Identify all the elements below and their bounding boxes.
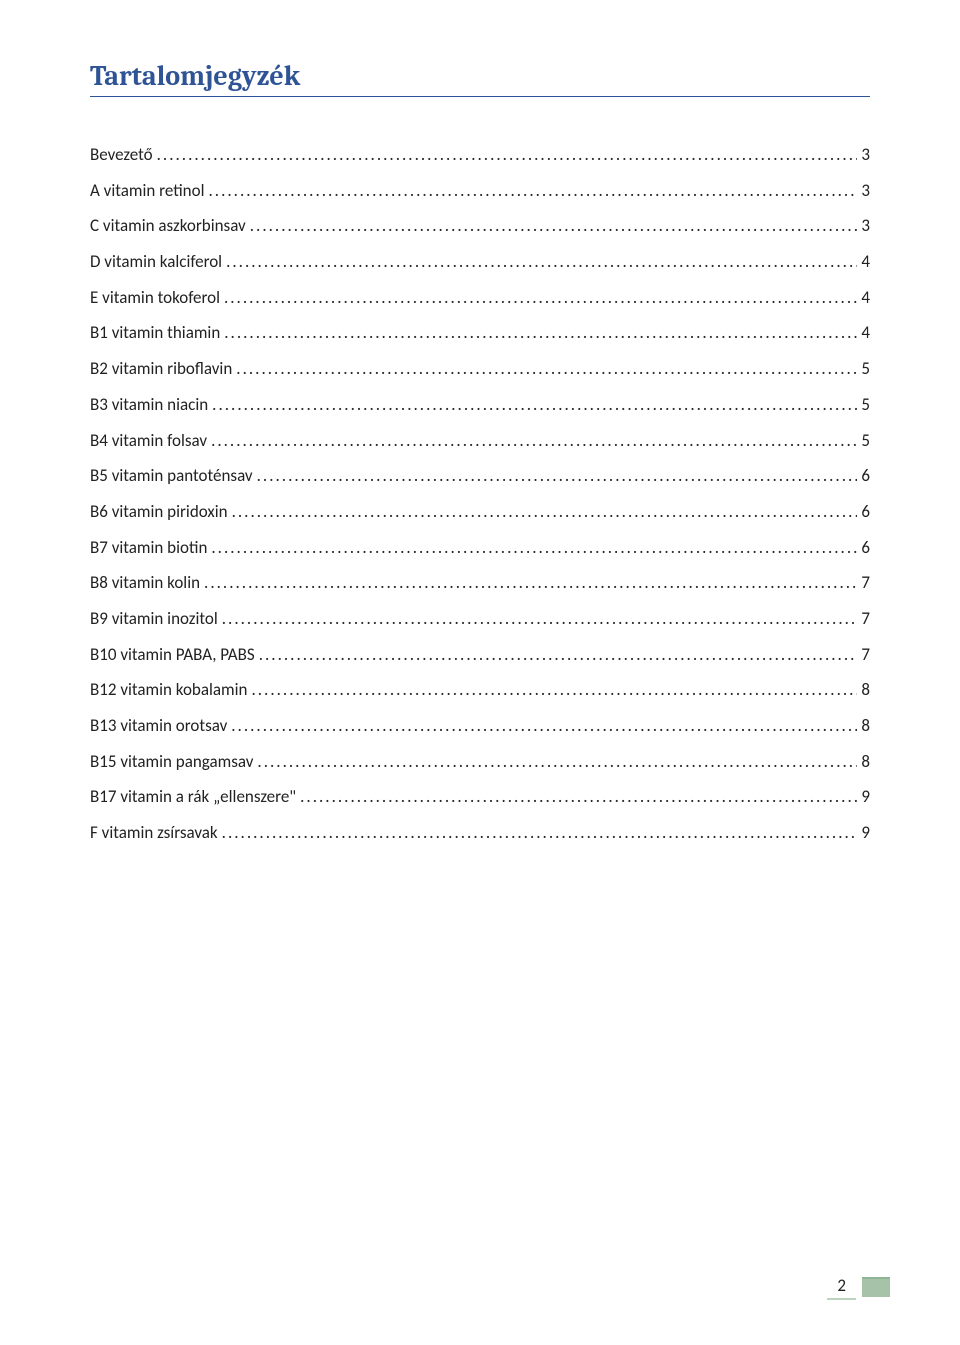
toc-entry-label: D vitamin kalciferol [90,244,222,280]
toc-entry-page: 7 [861,637,870,673]
toc-leader-dots [250,208,858,244]
toc-entry-page: 8 [861,744,870,780]
toc-entry[interactable]: B3 vitamin niacin 5 [90,387,870,423]
toc-entry-label: B1 vitamin thiamin [90,315,220,351]
toc-entry-page: 4 [861,244,870,280]
toc-leader-dots [222,815,858,851]
toc-entry[interactable]: F vitamin zsírsavak 9 [90,815,870,851]
toc-entry-label: B13 vitamin orotsav [90,708,227,744]
footer-accent-bar [862,1277,890,1297]
toc-leader-dots [251,672,857,708]
toc-entry-page: 9 [861,815,870,851]
toc-entry[interactable]: E vitamin tokoferol 4 [90,280,870,316]
toc-entry-label: B15 vitamin pangamsav [90,744,253,780]
document-page: Tartalomjegyzék Bevezető 3A vitamin reti… [0,0,960,1345]
toc-entry[interactable]: B8 vitamin kolin 7 [90,565,870,601]
toc-leader-dots [236,351,857,387]
toc-entry-label: Bevezető [90,137,153,173]
toc-leader-dots [212,387,857,423]
toc-leader-dots [204,565,857,601]
toc-entry-page: 3 [861,137,870,173]
toc-entry[interactable]: B13 vitamin orotsav 8 [90,708,870,744]
toc-entry-page: 5 [861,387,870,423]
toc-entry-page: 3 [861,173,870,209]
toc-entry[interactable]: Bevezető 3 [90,137,870,173]
toc-entry-label: B4 vitamin folsav [90,423,207,459]
toc-entry-label: C vitamin aszkorbinsav [90,208,246,244]
toc-entry-page: 4 [861,315,870,351]
page-number: 2 [827,1273,856,1300]
toc-entry[interactable]: B7 vitamin biotin 6 [90,530,870,566]
toc-entry-label: A vitamin retinol [90,173,204,209]
toc-entry[interactable]: B1 vitamin thiamin 4 [90,315,870,351]
toc-entry-label: B2 vitamin riboflavin [90,351,232,387]
toc-title: Tartalomjegyzék [90,60,870,97]
page-footer: 2 [827,1273,890,1300]
toc-entry-page: 6 [861,458,870,494]
toc-entry[interactable]: B17 vitamin a rák „ellenszere" 9 [90,779,870,815]
toc-entry-label: B8 vitamin kolin [90,565,200,601]
toc-entry-page: 3 [861,208,870,244]
toc-leader-dots [211,530,857,566]
toc-leader-dots [224,315,857,351]
toc-entry-label: B7 vitamin biotin [90,530,207,566]
toc-entry-page: 7 [861,565,870,601]
toc-entry-label: F vitamin zsírsavak [90,815,218,851]
toc-entry-label: B5 vitamin pantoténsav [90,458,253,494]
toc-entry-page: 5 [861,423,870,459]
toc-entry-label: B12 vitamin kobalamin [90,672,247,708]
toc-entry[interactable]: B12 vitamin kobalamin 8 [90,672,870,708]
toc-entry[interactable]: C vitamin aszkorbinsav 3 [90,208,870,244]
toc-leader-dots [157,137,858,173]
toc-leader-dots [208,173,857,209]
toc-entry[interactable]: A vitamin retinol 3 [90,173,870,209]
toc-entry-label: E vitamin tokoferol [90,280,220,316]
toc-leader-dots [300,779,857,815]
toc-entry-label: B6 vitamin piridoxin [90,494,228,530]
toc-entry-label: B3 vitamin niacin [90,387,208,423]
toc-leader-dots [257,744,857,780]
toc-leader-dots [226,244,857,280]
toc-leader-dots [232,494,858,530]
toc-entry-page: 9 [861,779,870,815]
toc-entry-label: B17 vitamin a rák „ellenszere" [90,779,296,815]
toc-entry[interactable]: B9 vitamin inozitol 7 [90,601,870,637]
toc-entry-page: 7 [861,601,870,637]
toc-entry[interactable]: D vitamin kalciferol 4 [90,244,870,280]
toc-entry[interactable]: B6 vitamin piridoxin 6 [90,494,870,530]
toc-entry-label: B10 vitamin PABA, PABS [90,637,255,673]
toc-leader-dots [224,280,857,316]
toc-entry-page: 8 [861,708,870,744]
toc-entry[interactable]: B2 vitamin riboflavin 5 [90,351,870,387]
toc-leader-dots [231,708,857,744]
toc-entry[interactable]: B5 vitamin pantoténsav 6 [90,458,870,494]
table-of-contents: Bevezető 3A vitamin retinol 3C vitamin a… [90,137,870,851]
toc-entry-page: 6 [861,530,870,566]
toc-entry-label: B9 vitamin inozitol [90,601,218,637]
toc-entry[interactable]: B4 vitamin folsav 5 [90,423,870,459]
toc-leader-dots [211,423,857,459]
toc-entry-page: 6 [861,494,870,530]
toc-leader-dots [257,458,858,494]
toc-entry-page: 5 [861,351,870,387]
toc-entry-page: 4 [861,280,870,316]
toc-entry[interactable]: B15 vitamin pangamsav 8 [90,744,870,780]
toc-entry-page: 8 [861,672,870,708]
toc-leader-dots [222,601,858,637]
toc-leader-dots [259,637,858,673]
toc-entry[interactable]: B10 vitamin PABA, PABS 7 [90,637,870,673]
